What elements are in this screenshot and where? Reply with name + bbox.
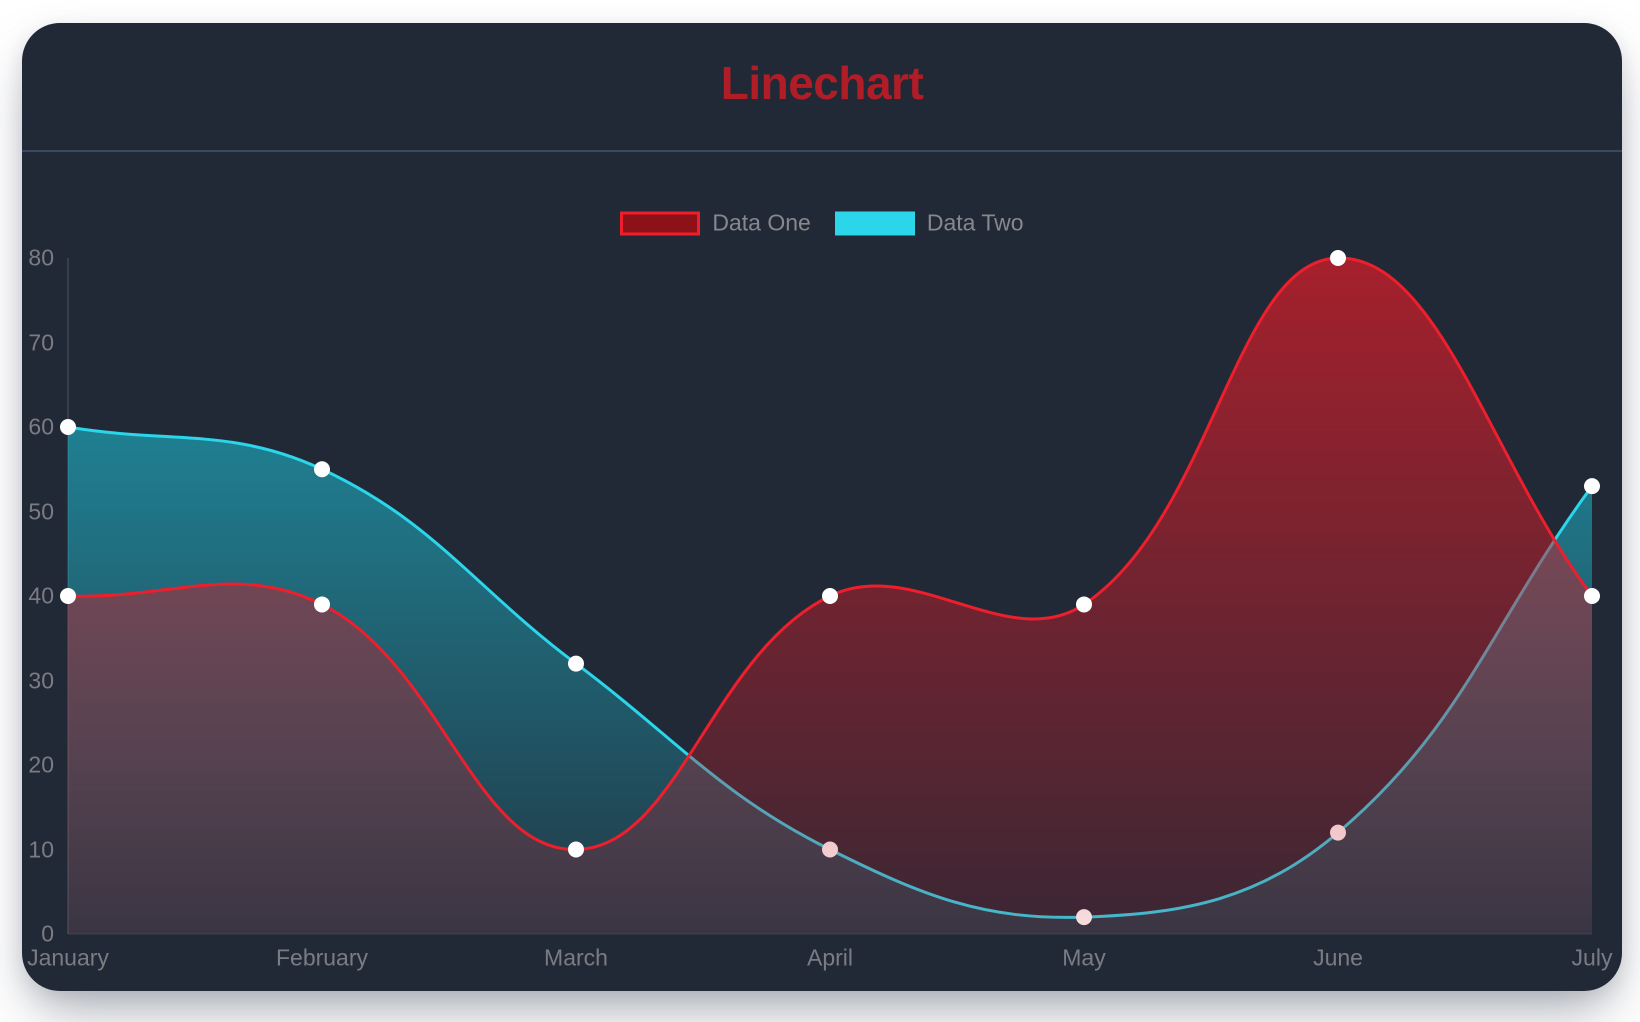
y-axis-tick-label: 80 <box>28 244 54 271</box>
legend-swatch-data-two <box>834 211 915 235</box>
chart-legend: Data One Data Two <box>22 210 1622 237</box>
title-divider <box>22 150 1622 152</box>
y-axis-tick-label: 30 <box>28 667 54 693</box>
x-axis-month-label: July <box>1571 944 1613 971</box>
x-axis-month-label: January <box>27 944 109 971</box>
x-axis-month-label: May <box>1062 944 1106 971</box>
x-axis-month-label: March <box>544 944 608 971</box>
legend-swatch-data-one <box>620 211 701 235</box>
x-axis-month-label: June <box>1313 944 1363 971</box>
legend-item-data-two[interactable]: Data Two <box>834 209 1024 237</box>
y-axis-tick-label: 20 <box>28 751 54 778</box>
chart-title: Linechart <box>720 56 924 109</box>
legend-item-data-one[interactable]: Data One <box>620 209 811 237</box>
legend-label-data-two: Data Two <box>926 209 1024 236</box>
y-axis-tick-label: 0 <box>41 920 54 947</box>
y-axis-tick-label: 50 <box>28 498 54 524</box>
y-axis-tick-label: 70 <box>28 329 54 355</box>
plot-area: 0 10 20 30 40 50 60 70 80 January February March Ap… <box>22 23 1622 991</box>
chart-card: 0 10 20 30 40 50 60 70 80 January February March Ap… <box>22 23 1622 991</box>
y-axis-tick-label: 60 <box>28 413 54 440</box>
y-axis-tick-label: 10 <box>28 836 54 862</box>
line-chart-canvas[interactable] <box>22 23 1622 991</box>
y-axis-tick-label: 40 <box>28 582 54 609</box>
x-axis-month-label: April <box>806 944 854 971</box>
legend-label-data-one: Data One <box>712 209 811 236</box>
x-axis-month-label: February <box>275 944 369 971</box>
